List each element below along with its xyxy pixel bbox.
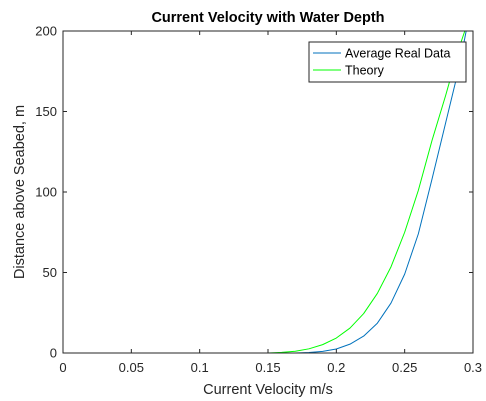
axes-layer: 0 0.05 0.1 0.15 0.2 0.25 0.3 0 50 100 150 200	[35, 24, 482, 376]
plot-area	[63, 31, 473, 353]
legend-label-2: Theory	[345, 64, 385, 78]
y-tick-label: 150	[35, 104, 57, 119]
y-tick-label: 50	[43, 265, 57, 280]
x-tick-label: 0.25	[392, 360, 417, 375]
legend: Average Real Data Theory	[308, 41, 467, 83]
y-axis-title: Distance above Seabed, m	[12, 105, 28, 279]
y-tick-label: 200	[35, 24, 57, 39]
x-axis-title: Current Velocity m/s	[203, 382, 333, 398]
x-tick-label: 0.15	[255, 360, 280, 375]
chart-title: Current Velocity with Water Depth	[151, 10, 384, 26]
x-tick-label: 0	[59, 360, 66, 375]
x-tick-label: 0.2	[327, 360, 345, 375]
series-line-2	[62, 30, 466, 354]
y-tick-label: 100	[35, 185, 57, 200]
legend-label-1: Average Real Data	[345, 47, 450, 61]
x-tick-label: 0.05	[119, 360, 144, 375]
x-tick-label: 0.3	[464, 360, 482, 375]
y-tick-label: 0	[50, 346, 57, 361]
x-tick-label: 0.1	[191, 360, 209, 375]
legend-box	[308, 41, 467, 83]
